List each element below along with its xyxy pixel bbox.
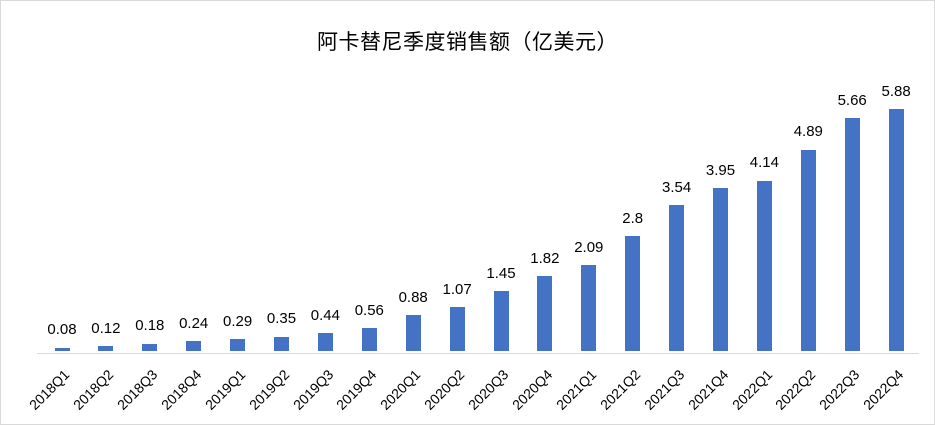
bar-2019Q1 bbox=[230, 339, 246, 351]
x-axis-label: 2021Q3 bbox=[640, 366, 688, 413]
bar-2020Q3 bbox=[493, 291, 509, 351]
x-axis-label: 2021Q4 bbox=[684, 366, 732, 413]
bar-2020Q4 bbox=[537, 276, 553, 351]
x-axis-label: 2022Q2 bbox=[772, 366, 819, 413]
bar-2019Q2 bbox=[274, 336, 289, 351]
x-axis-label: 2022Q1 bbox=[728, 366, 776, 413]
bar-value-label: 2.09 bbox=[574, 238, 604, 256]
x-axis-label: 2020Q3 bbox=[465, 366, 512, 413]
bar-2018Q1 bbox=[54, 347, 70, 351]
x-axis-line bbox=[37, 353, 919, 354]
bar-value-label: 1.07 bbox=[442, 280, 472, 298]
bar-value-label: 2.8 bbox=[622, 209, 644, 227]
bar-value-label: 3.54 bbox=[661, 179, 692, 197]
bar-value-label: 5.88 bbox=[881, 82, 911, 100]
bar-value-label: 4.14 bbox=[749, 154, 779, 172]
x-axis-label: 2018Q2 bbox=[69, 366, 117, 413]
bar-value-label: 3.95 bbox=[705, 162, 736, 180]
bar-2018Q3 bbox=[142, 343, 158, 351]
bar-2021Q1 bbox=[581, 265, 597, 351]
bar-value-label: 4.89 bbox=[793, 123, 823, 141]
x-axis-label: 2021Q1 bbox=[552, 366, 600, 413]
bar-2021Q2 bbox=[625, 235, 641, 351]
bar-2018Q2 bbox=[98, 346, 114, 351]
x-axis-label: 2019Q1 bbox=[201, 366, 249, 413]
x-axis-label: 2019Q4 bbox=[333, 366, 380, 413]
bar-value-label: 0.08 bbox=[47, 321, 77, 339]
x-axis-label: 2019Q2 bbox=[245, 366, 293, 413]
bar-value-label: 5.66 bbox=[837, 91, 867, 109]
x-axis-label: 2022Q4 bbox=[860, 366, 907, 413]
x-axis-label: 2018Q1 bbox=[26, 366, 73, 413]
bar-value-label: 0.44 bbox=[310, 306, 340, 324]
bar-value-label: 1.82 bbox=[530, 249, 560, 267]
bar-2021Q4 bbox=[713, 188, 728, 351]
bar-value-label: 0.88 bbox=[398, 288, 428, 306]
bar-2019Q4 bbox=[361, 328, 377, 351]
bar-value-label: 0.35 bbox=[266, 310, 297, 328]
x-axis-label: 2020Q1 bbox=[377, 366, 424, 413]
x-axis-label: 2020Q4 bbox=[508, 366, 556, 413]
bar-2022Q4 bbox=[888, 109, 904, 351]
bar-value-label: 1.45 bbox=[486, 265, 516, 283]
bar-2018Q4 bbox=[186, 341, 202, 351]
bar-value-label: 0.29 bbox=[222, 312, 253, 330]
x-axis-label: 2018Q4 bbox=[157, 366, 205, 413]
bar-2022Q3 bbox=[844, 118, 860, 351]
bar-2022Q2 bbox=[800, 149, 816, 351]
bar-2020Q2 bbox=[449, 307, 465, 351]
bar-value-label: 0.56 bbox=[354, 301, 384, 319]
x-axis-label: 2022Q3 bbox=[816, 366, 863, 413]
x-axis-label: 2019Q3 bbox=[289, 366, 337, 413]
x-axis-label: 2018Q3 bbox=[113, 366, 161, 413]
x-axis-label: 2021Q2 bbox=[596, 366, 644, 413]
bar-2020Q1 bbox=[405, 314, 421, 351]
bar-value-label: 0.12 bbox=[91, 319, 121, 337]
chart-title: 阿卡替尼季度销售额（亿美元） bbox=[317, 31, 618, 54]
bar-2021Q3 bbox=[669, 205, 685, 351]
bar-2022Q1 bbox=[756, 180, 772, 351]
bar-value-label: 0.18 bbox=[135, 317, 165, 335]
bar-value-label: 0.24 bbox=[179, 314, 209, 332]
bar-2019Q3 bbox=[317, 332, 333, 351]
x-axis-label: 2020Q2 bbox=[421, 366, 468, 413]
